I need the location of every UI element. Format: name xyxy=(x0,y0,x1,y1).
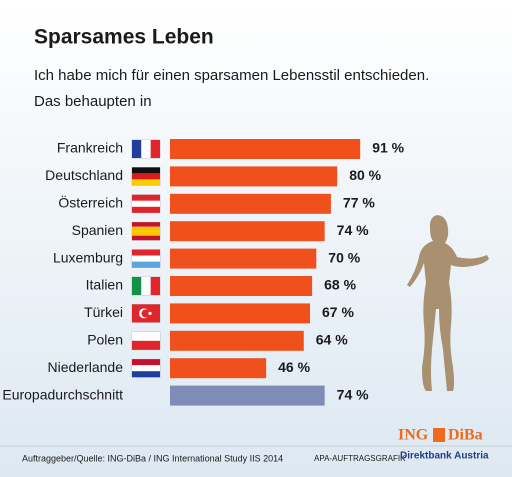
value-label: 46 % xyxy=(278,359,310,375)
bar xyxy=(170,139,361,159)
category-label: Spanien xyxy=(72,222,123,238)
flag xyxy=(132,365,160,372)
logo-brand: ING xyxy=(398,427,429,444)
subtitle: Das behaupten in xyxy=(34,93,152,110)
flag xyxy=(132,249,160,256)
category-label: Italien xyxy=(86,277,123,293)
flag xyxy=(132,255,160,262)
value-label: 74 % xyxy=(337,386,369,402)
category-label: Türkei xyxy=(84,304,123,320)
category-label: Niederlande xyxy=(48,359,124,375)
flag xyxy=(132,140,142,158)
bar xyxy=(170,193,331,214)
flag xyxy=(132,226,160,232)
flag xyxy=(132,261,160,268)
flag xyxy=(148,311,152,315)
category-label: Polen xyxy=(87,332,123,348)
value-label: 64 % xyxy=(316,332,348,348)
bar xyxy=(170,221,325,242)
flag xyxy=(150,140,160,158)
flag xyxy=(132,173,160,180)
chart-title: Sparsames Leben xyxy=(34,26,214,49)
flag xyxy=(132,359,160,366)
flag xyxy=(132,235,160,241)
category-label: Österreich xyxy=(58,194,123,211)
category-label: Frankreich xyxy=(57,140,123,156)
flag xyxy=(150,277,160,295)
value-label: 74 % xyxy=(337,222,369,238)
source: Auftraggeber/Quelle: ING-DiBa / ING Inte… xyxy=(22,453,283,463)
value-label: 80 % xyxy=(349,167,381,183)
flag xyxy=(132,277,142,295)
value-label: 67 % xyxy=(322,304,354,320)
category-label: Deutschland xyxy=(45,167,123,183)
bar xyxy=(170,248,317,269)
credit: APA-AUFTRAGSGRAFIK xyxy=(314,454,406,463)
bar xyxy=(170,358,267,379)
flag xyxy=(132,231,160,236)
flag xyxy=(132,222,160,227)
flag xyxy=(141,309,150,318)
flag xyxy=(132,194,160,201)
flag xyxy=(132,331,160,341)
flag xyxy=(132,206,160,213)
value-label: 68 % xyxy=(324,277,356,293)
bar xyxy=(170,330,304,351)
bar xyxy=(170,303,311,324)
bar xyxy=(170,385,325,406)
bar xyxy=(170,276,313,296)
flag xyxy=(132,340,160,350)
category-label: Luxemburg xyxy=(53,249,123,265)
flag xyxy=(132,167,160,174)
value-label: 70 % xyxy=(328,249,360,265)
bar xyxy=(170,166,338,187)
category-label: Europadurchschnitt xyxy=(2,386,123,402)
flag xyxy=(141,140,151,158)
logo-icon xyxy=(433,428,445,442)
subtitle: Ich habe mich für einen sparsamen Lebens… xyxy=(34,67,429,84)
flag xyxy=(132,200,160,207)
silhouette xyxy=(407,215,489,391)
value-label: 91 % xyxy=(372,140,404,156)
flag xyxy=(132,179,160,186)
value-label: 77 % xyxy=(343,195,375,211)
logo-brand: DiBa xyxy=(448,427,483,444)
flag xyxy=(141,277,151,295)
flag xyxy=(132,371,160,378)
logo-tagline: Direktbank Austria xyxy=(400,451,489,462)
